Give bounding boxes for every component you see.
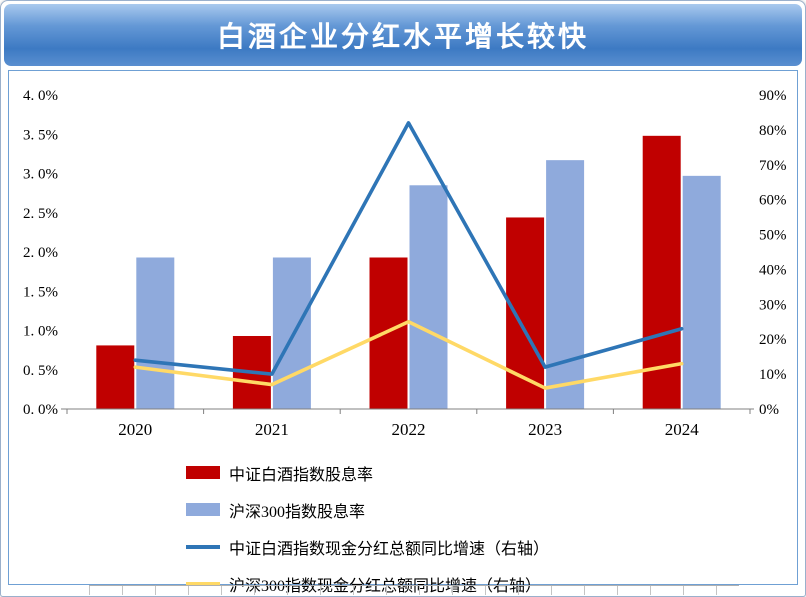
chart-panel: 0. 0% 0. 5% 1. 0% 1. 5% 2. 0% 2. 5% 3. 0% 3. 5%…	[8, 70, 798, 595]
legend-item-baijiu-cash-dividend-growth: 中证白酒指数现金分红总额同比增速（右轴）	[186, 528, 549, 565]
legend-swatch-blue-line	[186, 544, 220, 549]
svg-text:3. 5%: 3. 5%	[23, 127, 58, 143]
svg-text:4. 0%: 4. 0%	[23, 88, 58, 104]
combo-chart: 0. 0% 0. 5% 1. 0% 1. 5% 2. 0% 2. 5% 3. 0% 3. 5%…	[23, 88, 787, 439]
svg-text:2024: 2024	[665, 420, 700, 439]
svg-text:2023: 2023	[528, 420, 562, 439]
svg-text:0%: 0%	[759, 402, 779, 418]
page-title: 白酒企业分红水平增长较快	[216, 21, 589, 52]
legend: 中证白酒指数股息率 沪深300指数股息率 中证白酒指数现金分红总额同比增速（右轴…	[186, 454, 549, 596]
legend-label: 中证白酒指数股息率	[229, 466, 374, 484]
title-bar: 白酒企业分红水平增长较快	[4, 4, 802, 66]
svg-text:0. 5%: 0. 5%	[23, 363, 58, 379]
svg-text:20%: 20%	[759, 332, 787, 348]
svg-text:50%: 50%	[759, 228, 787, 244]
svg-text:80%: 80%	[759, 123, 787, 139]
svg-text:1. 5%: 1. 5%	[23, 284, 58, 300]
svg-text:2022: 2022	[392, 420, 426, 439]
legend-item-baijiu-dividend-yield: 中证白酒指数股息率	[186, 454, 549, 491]
svg-text:2020: 2020	[118, 420, 152, 439]
svg-text:3. 0%: 3. 0%	[23, 167, 58, 183]
legend-item-csi300-dividend-yield: 沪深300指数股息率	[186, 491, 549, 528]
svg-text:2. 5%: 2. 5%	[23, 206, 58, 222]
svg-text:60%: 60%	[759, 193, 787, 209]
svg-text:30%: 30%	[759, 297, 787, 313]
svg-text:2. 0%: 2. 0%	[23, 245, 58, 261]
svg-text:0. 0%: 0. 0%	[23, 402, 58, 418]
svg-text:90%: 90%	[759, 88, 787, 104]
svg-text:40%: 40%	[759, 262, 787, 278]
cropped-table-edge	[89, 585, 739, 595]
svg-text:70%: 70%	[759, 158, 787, 174]
legend-swatch-red-bar	[186, 466, 220, 479]
svg-text:2021: 2021	[255, 420, 289, 439]
legend-swatch-yellow-line	[186, 581, 220, 586]
legend-swatch-blue-bar	[186, 503, 220, 516]
svg-text:10%: 10%	[759, 367, 787, 383]
svg-text:1. 0%: 1. 0%	[23, 324, 58, 340]
legend-label: 中证白酒指数现金分红总额同比增速（右轴）	[229, 540, 550, 558]
legend-label: 沪深300指数股息率	[229, 503, 366, 521]
